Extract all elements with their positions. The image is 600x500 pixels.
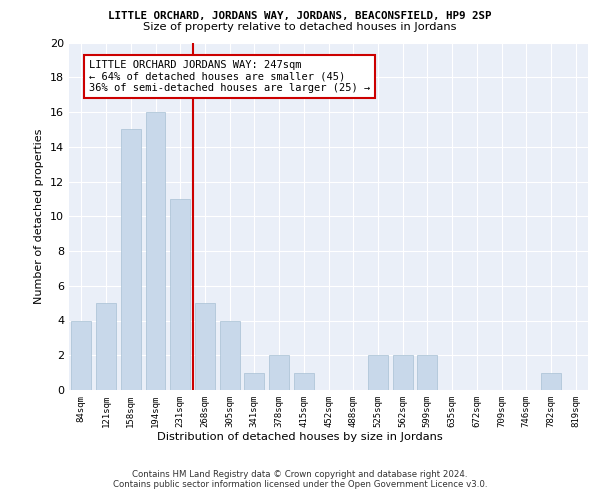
Bar	[146, 112, 166, 390]
Y-axis label: Number of detached properties: Number of detached properties	[34, 128, 44, 304]
Text: LITTLE ORCHARD, JORDANS WAY, JORDANS, BEACONSFIELD, HP9 2SP: LITTLE ORCHARD, JORDANS WAY, JORDANS, BE…	[108, 12, 492, 22]
Bar	[269, 355, 289, 390]
Bar	[195, 303, 215, 390]
Bar	[121, 130, 140, 390]
Bar	[96, 303, 116, 390]
Text: Contains HM Land Registry data © Crown copyright and database right 2024.
Contai: Contains HM Land Registry data © Crown c…	[113, 470, 487, 489]
Bar	[368, 355, 388, 390]
Bar	[294, 372, 314, 390]
Bar	[244, 372, 264, 390]
Bar	[170, 199, 190, 390]
Bar	[541, 372, 561, 390]
Bar	[418, 355, 437, 390]
Text: LITTLE ORCHARD JORDANS WAY: 247sqm
← 64% of detached houses are smaller (45)
36%: LITTLE ORCHARD JORDANS WAY: 247sqm ← 64%…	[89, 60, 370, 93]
Text: Distribution of detached houses by size in Jordans: Distribution of detached houses by size …	[157, 432, 443, 442]
Bar	[71, 320, 91, 390]
Text: Size of property relative to detached houses in Jordans: Size of property relative to detached ho…	[143, 22, 457, 32]
Bar	[393, 355, 413, 390]
Bar	[220, 320, 239, 390]
